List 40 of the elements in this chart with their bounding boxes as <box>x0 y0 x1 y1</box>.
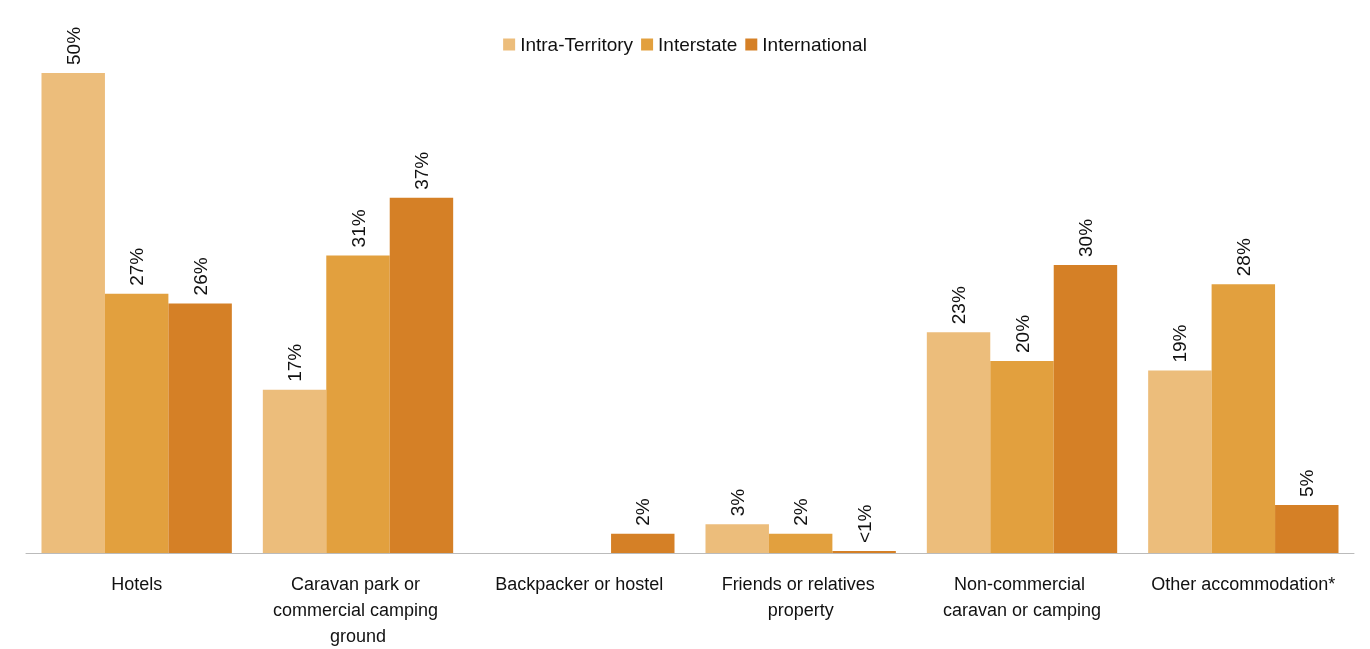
bar <box>168 303 232 553</box>
data-label: 3% <box>726 488 748 517</box>
bar <box>611 533 675 553</box>
data-label: 2% <box>790 498 812 526</box>
bar <box>1211 284 1276 553</box>
x-tick-label: Hotels <box>111 574 163 594</box>
data-label: 28% <box>1232 238 1254 277</box>
legend-label: International <box>762 34 867 55</box>
bar <box>41 73 105 553</box>
bar <box>768 533 833 553</box>
data-label: 31% <box>347 209 369 248</box>
data-label: 26% <box>189 257 211 296</box>
data-label: 5% <box>1296 469 1318 497</box>
data-label: 2% <box>632 498 654 526</box>
bar <box>705 524 769 553</box>
bar <box>1275 505 1339 553</box>
x-tick-label: Non-commercial caravan or camping <box>942 574 1102 620</box>
legend-label: Intra-Territory <box>520 34 634 55</box>
legend-label: Interstate <box>658 34 738 55</box>
bar <box>1148 370 1212 553</box>
x-tick-label: Caravan park or commercial camping ground <box>272 574 444 646</box>
x-tick-label: Friends or relatives property <box>721 574 880 620</box>
data-label: 17% <box>284 343 306 382</box>
data-label: <1% <box>853 504 875 544</box>
bar <box>262 389 327 553</box>
data-label: 20% <box>1011 314 1033 353</box>
data-label: 50% <box>62 26 84 65</box>
bar <box>326 255 390 553</box>
bar <box>389 197 454 553</box>
data-label: 19% <box>1169 324 1191 363</box>
data-label: 27% <box>126 247 148 286</box>
bar <box>926 332 991 553</box>
data-label: 37% <box>410 151 432 190</box>
bar <box>990 361 1054 553</box>
data-label: 30% <box>1074 218 1096 257</box>
x-tick-label: Other accommodation* <box>1151 574 1336 594</box>
bar <box>1053 265 1118 553</box>
bar <box>104 293 169 553</box>
data-label: 23% <box>948 286 970 325</box>
x-tick-label: Backpacker or hostel <box>495 574 664 594</box>
